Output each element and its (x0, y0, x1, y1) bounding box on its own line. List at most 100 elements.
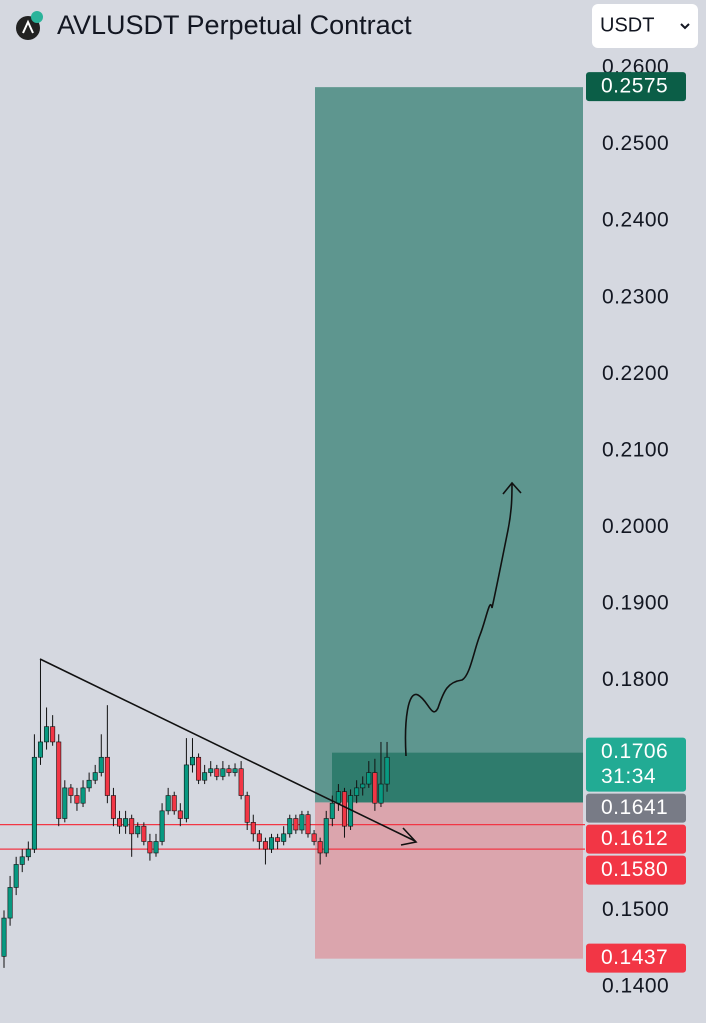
candle-body (7, 887, 13, 919)
candle-body (68, 787, 74, 796)
price-label: 0.2575 (601, 75, 668, 98)
candle-body (311, 833, 317, 842)
candle-body (171, 795, 177, 812)
candle-body (305, 814, 311, 835)
candle-body (384, 756, 390, 785)
candle-body (202, 772, 208, 781)
profit-zone (315, 87, 583, 803)
candle-body (335, 791, 341, 804)
price-label-box (586, 943, 686, 973)
candle-body (183, 764, 189, 819)
y-tick-label: 0.2400 (602, 209, 669, 232)
background-layer (0, 87, 585, 959)
candle-body (86, 779, 92, 789)
y-tick-label: 0.1800 (602, 668, 669, 691)
candle-body (177, 810, 183, 819)
price-label: 0.1641 (601, 796, 668, 819)
candle-body (25, 848, 31, 858)
loss-zone (315, 802, 583, 959)
y-tick-label: 0.2500 (602, 132, 669, 155)
candle-body (189, 756, 195, 766)
candle-body (360, 783, 366, 789)
candle-body (226, 768, 232, 773)
y-tick-label: 0.2100 (602, 438, 669, 461)
candle-body (37, 741, 43, 758)
price-label-box (586, 824, 686, 854)
candle-body (123, 818, 129, 827)
price-label-box (586, 855, 686, 885)
candle-body (256, 833, 262, 842)
candle-body (98, 756, 104, 773)
candle-body (317, 841, 323, 854)
candle-body (354, 787, 360, 796)
candle-body (159, 810, 165, 842)
price-label-box (586, 737, 686, 792)
candle-body (117, 818, 123, 827)
candle-body (19, 856, 25, 865)
y-tick-label: 0.1900 (602, 592, 669, 615)
candle-body (299, 814, 305, 831)
candle-body (147, 841, 153, 854)
y-tick-label: 0.2300 (602, 285, 669, 308)
candle-body (269, 837, 275, 850)
candle-body (104, 756, 110, 796)
price-label-box (586, 72, 686, 102)
candle-body (13, 864, 19, 888)
candle-body (293, 818, 299, 831)
candle-body (244, 795, 250, 823)
candle-body (50, 726, 56, 743)
candle-body (44, 726, 50, 743)
candle-body (250, 822, 256, 835)
candle-body (281, 833, 287, 842)
price-label: 0.1706 (601, 740, 668, 763)
candle-body (366, 772, 372, 785)
currency-text[interactable]: USDT (600, 14, 654, 36)
logo-glyph (22, 19, 34, 34)
candle-body (323, 818, 329, 854)
candle-body (372, 772, 378, 804)
candle-body (262, 841, 268, 850)
candle-body (378, 783, 384, 804)
forecast-arrowhead (502, 481, 522, 495)
title: AVLUSDT Perpetual Contract (57, 10, 412, 40)
candle-body (238, 768, 244, 796)
candle-body (220, 768, 226, 777)
price-label-box (586, 793, 686, 823)
currency-select[interactable] (592, 4, 698, 48)
y-tick-label: 0.2000 (602, 515, 669, 538)
candle-body (214, 768, 220, 777)
candle-body (92, 772, 98, 781)
price-label: 0.1580 (601, 858, 668, 881)
price-label: 0.1612 (601, 827, 668, 850)
forecast-curve (404, 483, 513, 757)
candle-body (287, 818, 293, 835)
dropdown-chevron[interactable] (680, 23, 690, 30)
candle-body (110, 795, 116, 819)
trend-arrowhead (400, 827, 418, 846)
candle-body (153, 841, 159, 854)
trend-line (39, 658, 416, 842)
candle-body (208, 768, 214, 773)
candle-body (74, 795, 80, 804)
candle-body (62, 787, 68, 819)
candle-body (232, 768, 238, 773)
y-tick-label: 0.1400 (602, 975, 669, 998)
y-tick-label: 0.1500 (602, 898, 669, 921)
price-label: 0.1437 (601, 946, 668, 969)
candle-body (341, 791, 347, 827)
candle-body (129, 818, 135, 835)
candle-body (1, 917, 7, 957)
candle-body (31, 756, 37, 850)
logo-badge (31, 11, 43, 23)
candle-body (80, 787, 86, 804)
candle-body (141, 825, 147, 842)
candle-body (56, 741, 62, 819)
y-tick-label: 0.2200 (602, 362, 669, 385)
candle-body (329, 802, 335, 819)
candle-body (275, 837, 281, 842)
candles (1, 659, 390, 968)
candle-body (165, 795, 171, 812)
candle-body (135, 825, 141, 835)
countdown: 31:34 (601, 765, 656, 788)
